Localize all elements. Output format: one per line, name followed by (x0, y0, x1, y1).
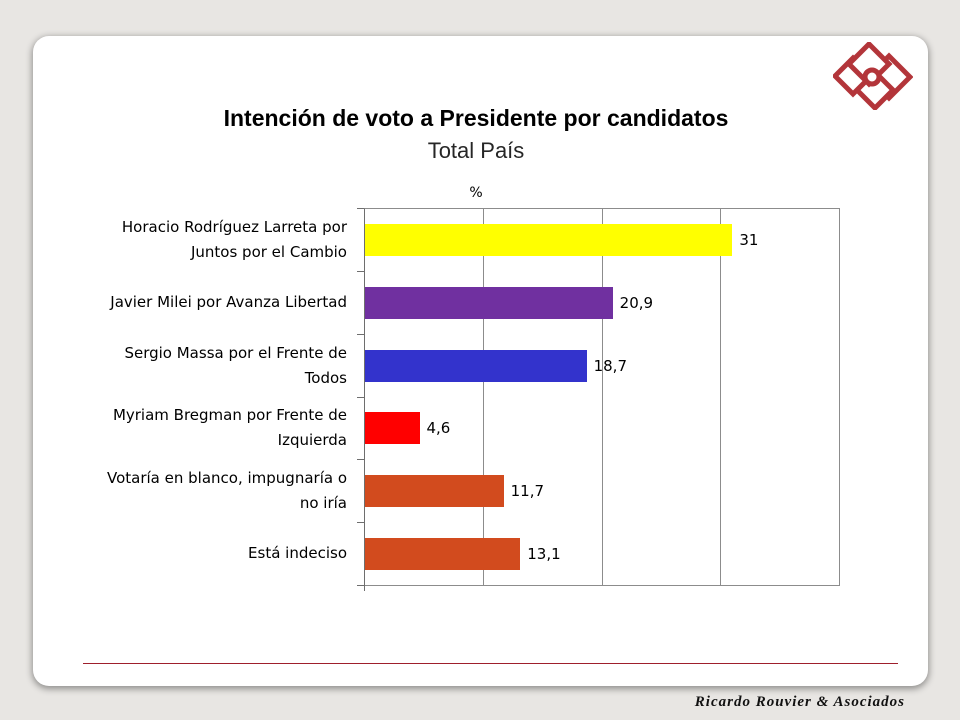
bar (365, 224, 733, 257)
footer-brand: Ricardo Rouvier & Asociados (694, 694, 905, 710)
plot-area (364, 208, 840, 586)
bar (365, 537, 521, 570)
gridline (483, 209, 484, 585)
chart-subtitle: Total País (427, 138, 525, 163)
gridline (720, 209, 721, 585)
value-axis-unit-label: % (469, 185, 483, 201)
gridline (602, 209, 603, 585)
footer-rule (83, 663, 898, 664)
company-logo-icon (833, 42, 913, 110)
bar (365, 287, 613, 319)
chart-title: Intención de voto a Presidente por candi… (223, 105, 729, 131)
bar (365, 475, 504, 507)
bar (365, 349, 587, 382)
bar (365, 412, 420, 445)
